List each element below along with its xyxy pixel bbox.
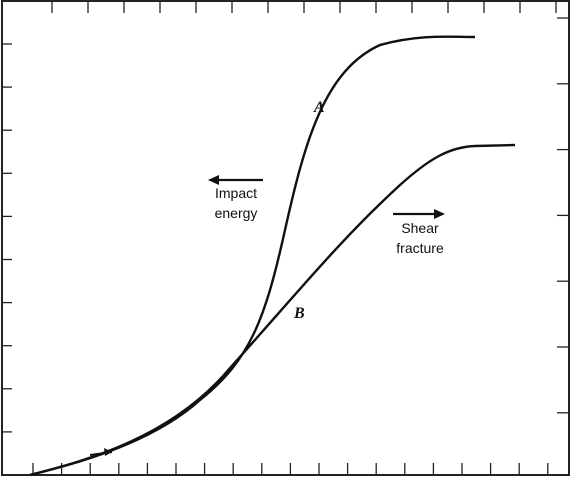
curve-a-label: A bbox=[313, 99, 325, 116]
impact-label: energy bbox=[215, 205, 258, 221]
curve-b bbox=[29, 143, 516, 477]
impact-label: Impact bbox=[215, 185, 257, 201]
impact-arrowhead bbox=[208, 175, 219, 185]
shear-label: Shear bbox=[401, 220, 439, 236]
shear-label: fracture bbox=[396, 240, 444, 256]
curve-b-label: B bbox=[293, 305, 305, 322]
curve-arrowhead bbox=[104, 448, 112, 456]
shear-arrowhead bbox=[434, 209, 445, 219]
